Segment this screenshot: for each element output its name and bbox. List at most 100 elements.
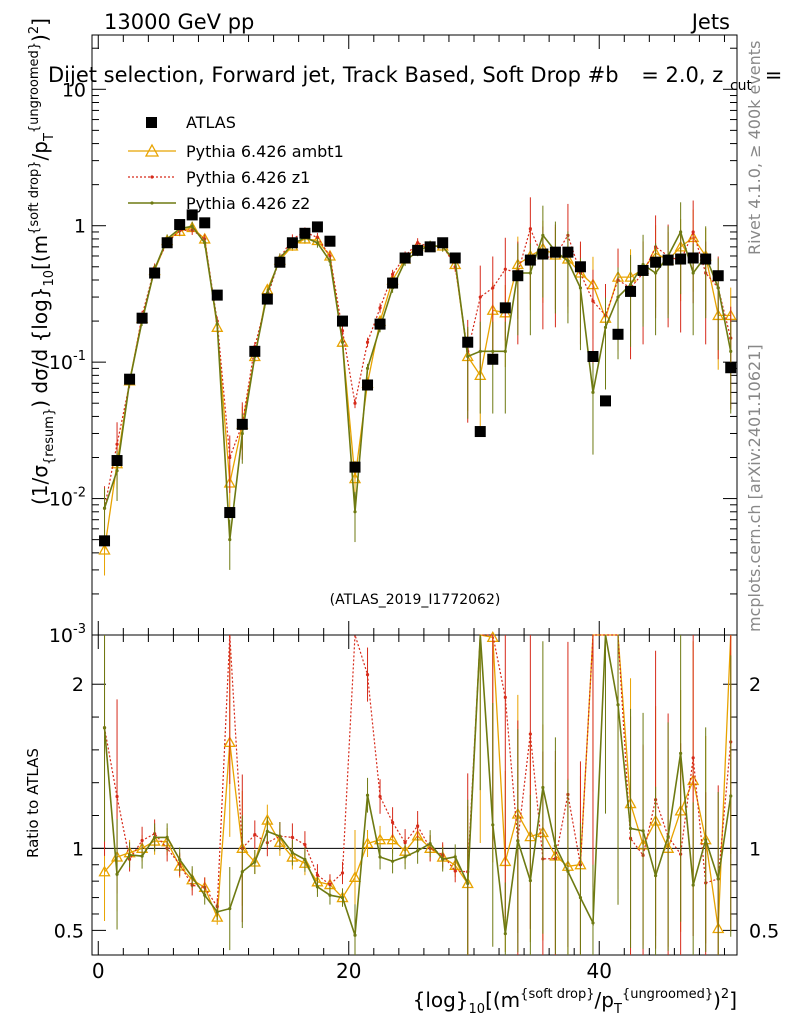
point-atlas: [725, 362, 737, 374]
ratio-point-z2: [390, 859, 395, 863]
point-z2: [240, 431, 244, 436]
point-z1: [390, 272, 395, 276]
ratio-point-z2: [303, 857, 307, 862]
legend-z1: Pythia 6.426 z1: [186, 168, 310, 187]
ratio-point-z2: [641, 829, 645, 833]
ratio-tick-label-right: 1: [749, 838, 761, 860]
ratio-line-z1: [103, 634, 732, 909]
ratio-point-z1: [253, 833, 257, 837]
ratio-point-z1: [503, 695, 507, 699]
ratio-point-z2: [416, 849, 420, 853]
ratio-point-z2: [253, 860, 257, 864]
series-line-z1: [103, 227, 732, 509]
ratio-point-z2: [616, 703, 620, 707]
ratio-point-z2: [403, 855, 407, 859]
point-atlas: [512, 270, 524, 282]
point-z2: [466, 354, 470, 359]
header-right: Jets: [690, 10, 730, 34]
ratio-point-z2: [102, 726, 107, 730]
ratio-point-ambt1: [211, 910, 224, 922]
x-tick-label: 40: [587, 959, 612, 983]
ratio-point-z1: [453, 869, 457, 873]
point-atlas: [211, 289, 223, 301]
plot-title-end: = 0.1: [765, 63, 786, 87]
legend-ambt1: Pythia 6.426 ambt1: [186, 142, 344, 161]
point-atlas: [374, 318, 386, 330]
point-z2: [228, 538, 232, 542]
ratio-y-label: Ratio to ATLAS: [24, 748, 42, 858]
point-atlas: [261, 293, 273, 305]
ratio-point-z2: [365, 793, 370, 797]
ratio-point-z2: [578, 895, 583, 900]
ratio-line-z2: [103, 634, 732, 936]
point-atlas: [311, 221, 323, 233]
point-atlas: [324, 235, 336, 247]
point-atlas: [599, 395, 611, 407]
point-z2: [328, 259, 332, 263]
point-atlas: [236, 418, 248, 430]
point-z1: [353, 401, 357, 405]
series-line-z2: [103, 225, 732, 540]
y-axis-label: (1/σ{resum}) dσ/d {log}10[(m{soft drop}/…: [27, 18, 57, 505]
point-z2: [353, 510, 357, 514]
ratio-point-z2: [466, 881, 470, 886]
x-tick-label: 20: [336, 959, 361, 983]
point-atlas: [399, 252, 411, 264]
legend-marker-z1: [150, 175, 154, 179]
ratio-point-z2: [541, 785, 545, 790]
point-atlas: [286, 237, 298, 249]
point-atlas: [687, 252, 699, 264]
ratio-frame: [91, 634, 738, 956]
point-atlas: [336, 315, 348, 327]
ratio-point-z1: [328, 882, 332, 887]
ratio-point-z1: [403, 841, 407, 845]
point-z2: [716, 286, 720, 290]
y-tick-label: 10-2: [49, 486, 86, 511]
y-tick-label: 10: [62, 79, 86, 101]
ratio-point-z2: [340, 895, 345, 900]
point-z1: [491, 286, 495, 290]
point-atlas: [524, 254, 536, 266]
point-atlas: [174, 219, 186, 231]
ratio-point-z2: [165, 835, 169, 839]
point-atlas: [387, 277, 399, 289]
point-z1: [115, 442, 119, 446]
point-z2: [691, 271, 695, 275]
ratio-point-z1: [390, 820, 395, 825]
ratio-point-z2: [215, 910, 219, 914]
ratio-point-z2: [353, 933, 357, 937]
ratio-point-z2: [203, 893, 207, 897]
point-atlas: [199, 217, 211, 229]
point-atlas: [299, 227, 311, 239]
ratio-point-z1: [416, 824, 420, 828]
ratio-point-z2: [679, 751, 683, 755]
point-atlas: [499, 302, 511, 314]
ratio-point-z2: [453, 855, 457, 859]
point-atlas: [637, 264, 649, 276]
ratio-point-z2: [653, 874, 658, 878]
header-left: 13000 GeV pp: [104, 10, 254, 34]
plot-title: Dijet selection, Forward jet, Track Base…: [48, 63, 786, 95]
point-z2: [541, 233, 545, 237]
ratio-point-z2: [591, 921, 595, 925]
point-z1: [328, 254, 332, 258]
ratio-point-z2: [716, 877, 720, 881]
point-atlas: [437, 237, 449, 249]
point-atlas: [549, 246, 561, 258]
ratio-point-z2: [628, 826, 633, 831]
point-z2: [729, 349, 733, 353]
point-z2: [616, 295, 620, 299]
ratio-point-z2: [553, 844, 557, 848]
y-tick-exponent: -3: [73, 622, 86, 637]
ratio-point-z2: [127, 853, 132, 857]
point-z2: [102, 506, 107, 510]
point-z2: [115, 469, 119, 473]
point-atlas: [161, 237, 173, 249]
ratio-point-z2: [290, 851, 294, 855]
ratio-point-z1: [691, 756, 695, 760]
legend: ATLAS Pythia 6.426 ambt1 Pythia 6.426 z1…: [128, 113, 344, 213]
ratio-point-z2: [566, 869, 570, 874]
ratio-point-z2: [228, 906, 232, 911]
x-tick-label: 0: [92, 959, 105, 983]
